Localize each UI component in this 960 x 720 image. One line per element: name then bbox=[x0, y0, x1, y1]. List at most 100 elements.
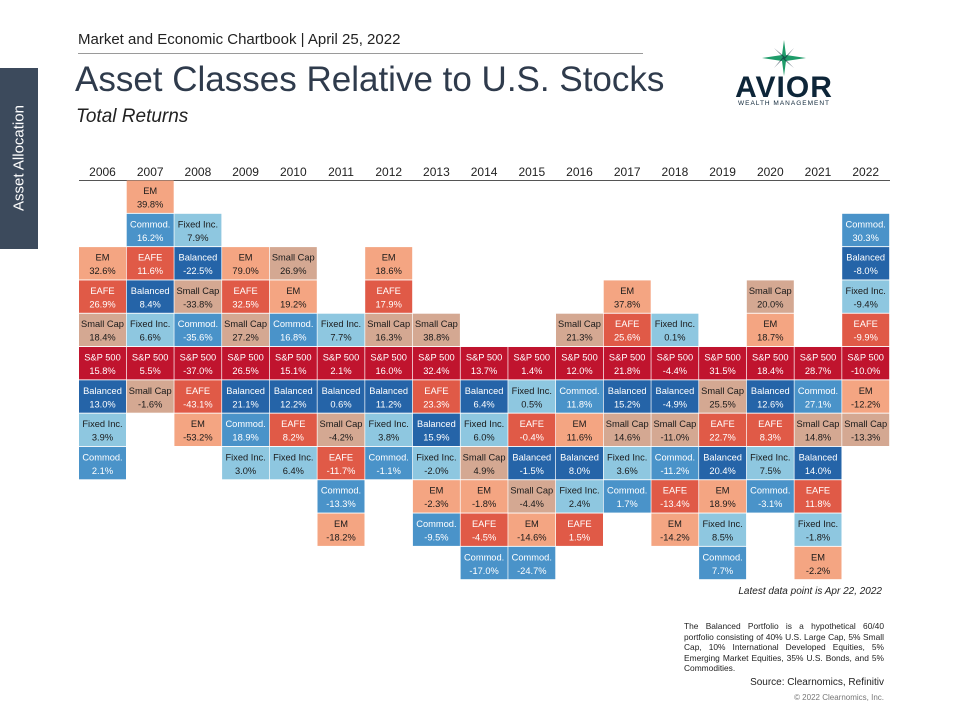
cell-value-label: 11.8% bbox=[567, 399, 593, 409]
cell-name-label: Fixed Inc. bbox=[225, 452, 265, 462]
cell-2006-balanced bbox=[79, 380, 126, 413]
cell-name-label: Small Cap bbox=[272, 253, 315, 263]
cell-2010-balanced bbox=[269, 380, 317, 413]
cell-value-label: 15.9% bbox=[423, 433, 449, 443]
cell-2012-commod bbox=[365, 446, 413, 480]
cell-value-label: 8.5% bbox=[712, 533, 733, 543]
cell-value-label: -14.2% bbox=[660, 533, 689, 543]
cell-name-label: Fixed Inc. bbox=[607, 452, 647, 462]
cell-name-label: EM bbox=[143, 186, 157, 196]
year-label-2021: 2021 bbox=[805, 165, 832, 179]
cell-2009-balanced bbox=[222, 380, 270, 413]
cell-name-label: S&P 500 bbox=[323, 353, 360, 363]
chartbook-header: Market and Economic Chartbook | April 25… bbox=[78, 31, 401, 48]
cell-2008-commod bbox=[174, 313, 222, 347]
cell-value-label: 79.0% bbox=[232, 266, 258, 276]
cell-value-label: 8.4% bbox=[140, 299, 161, 309]
cell-2006-fixed-inc bbox=[79, 413, 126, 446]
cell-name-label: EAFE bbox=[186, 386, 210, 396]
cell-value-label: -10.0% bbox=[851, 366, 880, 376]
cell-name-label: S&P 500 bbox=[180, 353, 217, 363]
cell-value-label: 1.4% bbox=[521, 366, 542, 376]
year-label-2011: 2011 bbox=[328, 165, 354, 179]
cell-name-label: Balanced bbox=[512, 452, 551, 462]
cell-name-label: Small Cap bbox=[81, 319, 124, 329]
cell-name-label: Commod. bbox=[369, 452, 409, 462]
year-label-2007: 2007 bbox=[137, 165, 164, 179]
cell-name-label: Balanced bbox=[179, 253, 218, 263]
cell-2015-balanced bbox=[508, 446, 556, 480]
cell-2019-fixed-inc bbox=[699, 513, 747, 546]
cell-value-label: 11.6% bbox=[567, 433, 593, 443]
cell-2016-small-cap bbox=[556, 313, 603, 347]
cell-name-label: EM bbox=[763, 319, 777, 329]
cell-2010-s-p-500 bbox=[269, 347, 317, 380]
cell-2009-small-cap bbox=[222, 313, 270, 347]
cell-2017-fixed-inc bbox=[603, 446, 651, 480]
cell-value-label: 3.6% bbox=[617, 466, 638, 476]
page-title: Asset Classes Relative to U.S. Stocks bbox=[75, 60, 665, 99]
page-subtitle: Total Returns bbox=[76, 106, 189, 127]
cell-2006-eafe bbox=[79, 280, 126, 313]
cell-name-label: EM bbox=[573, 419, 587, 429]
cell-name-label: Fixed Inc. bbox=[369, 419, 409, 429]
cell-value-label: 14.6% bbox=[614, 433, 640, 443]
cell-2007-small-cap bbox=[126, 380, 174, 413]
cell-value-label: -22.5% bbox=[183, 266, 212, 276]
cell-name-label: EAFE bbox=[138, 253, 162, 263]
cell-name-label: EM bbox=[859, 386, 873, 396]
year-axis-rule bbox=[79, 180, 890, 181]
cell-value-label: 25.6% bbox=[614, 333, 640, 343]
cell-name-label: Balanced bbox=[83, 386, 122, 396]
cell-2006-commod bbox=[79, 446, 126, 480]
cell-value-label: 30.3% bbox=[853, 233, 879, 243]
cell-name-label: Commod. bbox=[178, 319, 218, 329]
cell-2009-eafe bbox=[222, 280, 270, 313]
cell-2009-s-p-500 bbox=[222, 347, 270, 380]
cell-value-label: -35.6% bbox=[183, 333, 212, 343]
cell-name-label: Fixed Inc. bbox=[273, 452, 313, 462]
cell-value-label: 26.5% bbox=[232, 366, 258, 376]
copyright-note: © 2022 Clearnomics, Inc. bbox=[794, 693, 884, 702]
cell-name-label: Balanced bbox=[274, 386, 313, 396]
cell-name-label: Fixed Inc. bbox=[846, 286, 886, 296]
cell-name-label: Fixed Inc. bbox=[655, 319, 695, 329]
cell-value-label: 7.7% bbox=[712, 566, 733, 576]
cell-name-label: Small Cap bbox=[176, 286, 219, 296]
cell-value-label: 25.5% bbox=[709, 399, 735, 409]
cell-value-label: 27.2% bbox=[232, 333, 258, 343]
cell-2022-eafe bbox=[842, 313, 890, 347]
cell-name-label: Balanced bbox=[465, 386, 504, 396]
cell-value-label: 38.8% bbox=[423, 333, 449, 343]
cell-value-label: 18.9% bbox=[709, 499, 735, 509]
year-label-2010: 2010 bbox=[280, 165, 307, 179]
cell-2013-commod bbox=[412, 513, 460, 546]
cell-2017-em bbox=[603, 280, 651, 313]
cell-2013-s-p-500 bbox=[412, 347, 460, 380]
cell-2007-fixed-inc bbox=[126, 313, 174, 347]
cell-name-label: Fixed Inc. bbox=[798, 519, 838, 529]
cell-2009-commod bbox=[222, 413, 270, 446]
cell-2014-commod bbox=[460, 546, 508, 580]
cell-value-label: 0.1% bbox=[664, 333, 685, 343]
cell-2012-balanced bbox=[365, 380, 413, 413]
cell-value-label: -14.6% bbox=[517, 533, 546, 543]
cell-value-label: 21.8% bbox=[614, 366, 640, 376]
cell-value-label: 21.3% bbox=[566, 333, 592, 343]
cell-2013-fixed-inc bbox=[412, 446, 460, 480]
side-tab: Asset Allocation bbox=[0, 68, 38, 249]
cell-name-label: Small Cap bbox=[558, 319, 601, 329]
cell-value-label: -33.8% bbox=[183, 299, 212, 309]
cell-2009-fixed-inc bbox=[222, 446, 270, 480]
latest-data-note: Latest data point is Apr 22, 2022 bbox=[738, 586, 882, 597]
cell-value-label: 20.0% bbox=[757, 299, 783, 309]
year-label-2018: 2018 bbox=[662, 165, 689, 179]
cell-value-label: 11.2% bbox=[376, 399, 402, 409]
cell-name-label: Small Cap bbox=[415, 319, 458, 329]
cell-value-label: -11.0% bbox=[661, 433, 690, 443]
cell-value-label: 39.8% bbox=[137, 200, 163, 210]
cell-value-label: 19.2% bbox=[280, 299, 306, 309]
cell-name-label: Commod. bbox=[559, 386, 599, 396]
cell-name-label: Small Cap bbox=[463, 452, 506, 462]
cell-name-label: Balanced bbox=[608, 386, 647, 396]
